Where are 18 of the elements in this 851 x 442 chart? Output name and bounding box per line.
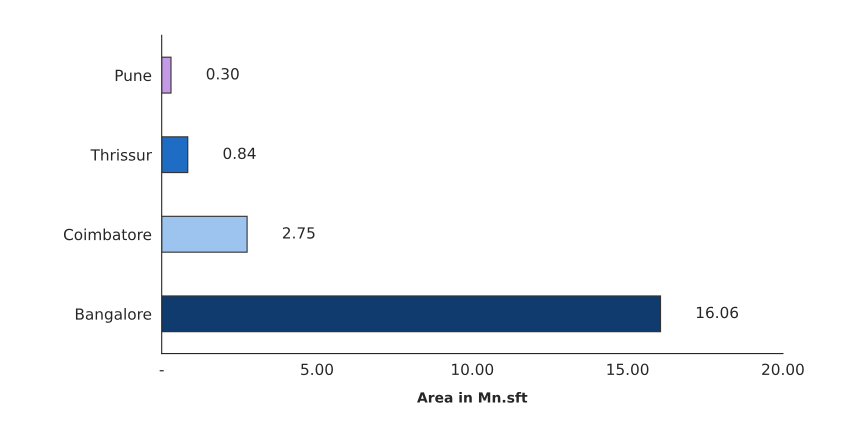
bar — [162, 216, 248, 253]
x-tick-label: 15.00 — [607, 364, 648, 376]
data-label: 16.06 — [696, 306, 738, 318]
bar — [162, 56, 172, 94]
x-tick-label: 10.00 — [452, 364, 494, 376]
x-tick-label: 20.00 — [762, 364, 804, 376]
y-tick-label: Pune — [116, 70, 152, 82]
y-tick-label: Bangalore — [76, 308, 152, 323]
bar — [162, 295, 662, 332]
x-axis-title: Area in Mn.sft — [417, 392, 528, 403]
data-label: 0.84 — [224, 148, 256, 160]
bar — [162, 136, 188, 174]
y-tick-label: Coimbatore — [64, 228, 152, 240]
y-tick-label: Thrissur — [90, 148, 152, 161]
x-tick-label: 5.00 — [301, 364, 333, 376]
x-tick-label: - — [160, 370, 164, 372]
data-label: 2.75 — [282, 227, 315, 239]
data-label: 0.30 — [206, 68, 239, 80]
